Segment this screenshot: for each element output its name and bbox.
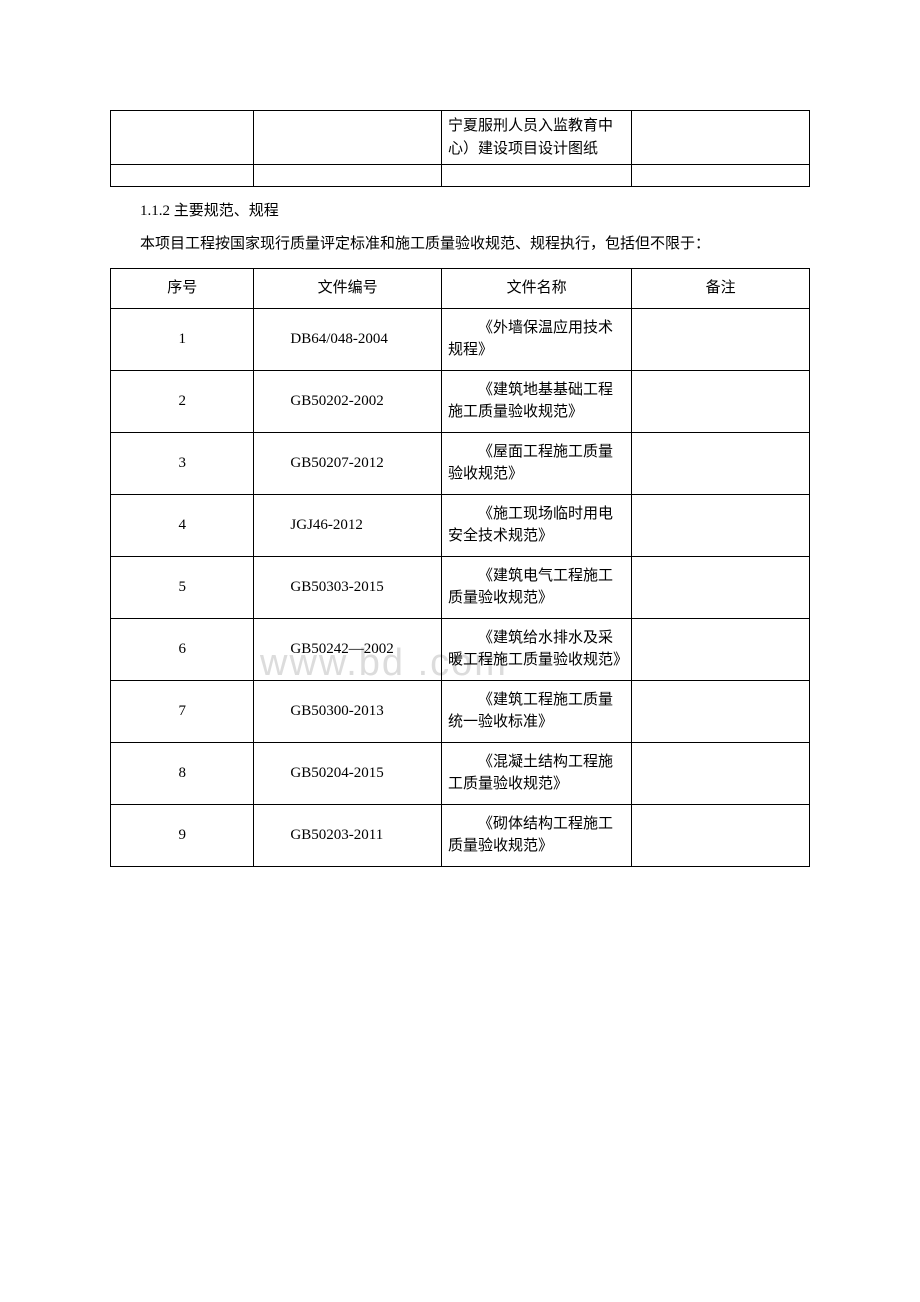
top-cell-1b xyxy=(111,165,254,187)
cell-note xyxy=(632,742,810,804)
top-cell-2 xyxy=(254,111,442,165)
cell-name: 《砌体结构工程施工质量验收规范》 xyxy=(441,804,631,866)
section-heading: 1.1.2 主要规范、规程 xyxy=(110,199,810,223)
cell-note xyxy=(632,618,810,680)
cell-doc: GB50204-2015 xyxy=(254,742,442,804)
table-row xyxy=(111,165,810,187)
cell-doc: GB50207-2012 xyxy=(254,432,442,494)
cell-name: 《建筑电气工程施工质量验收规范》 xyxy=(441,556,631,618)
top-cell-3: 宁夏服刑人员入监教育中心）建设项目设计图纸 xyxy=(441,111,631,165)
cell-seq: 2 xyxy=(111,370,254,432)
cell-name: 《建筑给水排水及采暖工程施工质量验收规范》 xyxy=(441,618,631,680)
cell-seq: 5 xyxy=(111,556,254,618)
cell-seq: 3 xyxy=(111,432,254,494)
cell-name: 《施工现场临时用电安全技术规范》 xyxy=(441,494,631,556)
table-row: 8 GB50204-2015 《混凝土结构工程施工质量验收规范》 xyxy=(111,742,810,804)
cell-seq: 4 xyxy=(111,494,254,556)
top-cell-4b xyxy=(632,165,810,187)
cell-doc: GB50303-2015 xyxy=(254,556,442,618)
top-cell-4 xyxy=(632,111,810,165)
top-cell-3b xyxy=(441,165,631,187)
cell-doc: DB64/048-2004 xyxy=(254,308,442,370)
cell-note xyxy=(632,804,810,866)
cell-name: 《屋面工程施工质量验收规范》 xyxy=(441,432,631,494)
cell-seq: 6 xyxy=(111,618,254,680)
standards-table: 序号 文件编号 文件名称 备注 1 DB64/048-2004 《外墙保温应用技… xyxy=(110,268,810,867)
cell-name: 《混凝土结构工程施工质量验收规范》 xyxy=(441,742,631,804)
cell-seq: 7 xyxy=(111,680,254,742)
cell-doc: GB50300-2013 xyxy=(254,680,442,742)
cell-seq: 9 xyxy=(111,804,254,866)
top-fragment-table: 宁夏服刑人员入监教育中心）建设项目设计图纸 xyxy=(110,110,810,187)
th-doc: 文件编号 xyxy=(254,269,442,309)
cell-name: 《外墙保温应用技术规程》 xyxy=(441,308,631,370)
th-note: 备注 xyxy=(632,269,810,309)
cell-doc: GB50242—2002 xyxy=(254,618,442,680)
table-row: 6 GB50242—2002 《建筑给水排水及采暖工程施工质量验收规范》 xyxy=(111,618,810,680)
cell-note xyxy=(632,494,810,556)
cell-seq: 8 xyxy=(111,742,254,804)
table-row: 9 GB50203-2011 《砌体结构工程施工质量验收规范》 xyxy=(111,804,810,866)
cell-seq: 1 xyxy=(111,308,254,370)
cell-name: 《建筑地基基础工程施工质量验收规范》 xyxy=(441,370,631,432)
cell-name: 《建筑工程施工质量统一验收标准》 xyxy=(441,680,631,742)
cell-doc: JGJ46-2012 xyxy=(254,494,442,556)
cell-note xyxy=(632,370,810,432)
top-cell-2b xyxy=(254,165,442,187)
cell-note xyxy=(632,432,810,494)
table-row: 2 GB50202-2002 《建筑地基基础工程施工质量验收规范》 xyxy=(111,370,810,432)
intro-paragraph: 本项目工程按国家现行质量评定标准和施工质量验收规范、规程执行，包括但不限于： xyxy=(110,231,810,258)
table-row: 1 DB64/048-2004 《外墙保温应用技术规程》 xyxy=(111,308,810,370)
table-row: 宁夏服刑人员入监教育中心）建设项目设计图纸 xyxy=(111,111,810,165)
table-row: 3 GB50207-2012 《屋面工程施工质量验收规范》 xyxy=(111,432,810,494)
cell-note xyxy=(632,308,810,370)
cell-doc: GB50203-2011 xyxy=(254,804,442,866)
th-seq: 序号 xyxy=(111,269,254,309)
th-name: 文件名称 xyxy=(441,269,631,309)
cell-note xyxy=(632,680,810,742)
cell-note xyxy=(632,556,810,618)
table-row: 5 GB50303-2015 《建筑电气工程施工质量验收规范》 xyxy=(111,556,810,618)
table-row: 4 JGJ46-2012 《施工现场临时用电安全技术规范》 xyxy=(111,494,810,556)
table-header-row: 序号 文件编号 文件名称 备注 xyxy=(111,269,810,309)
table-row: 7 GB50300-2013 《建筑工程施工质量统一验收标准》 xyxy=(111,680,810,742)
cell-doc: GB50202-2002 xyxy=(254,370,442,432)
top-cell-1 xyxy=(111,111,254,165)
